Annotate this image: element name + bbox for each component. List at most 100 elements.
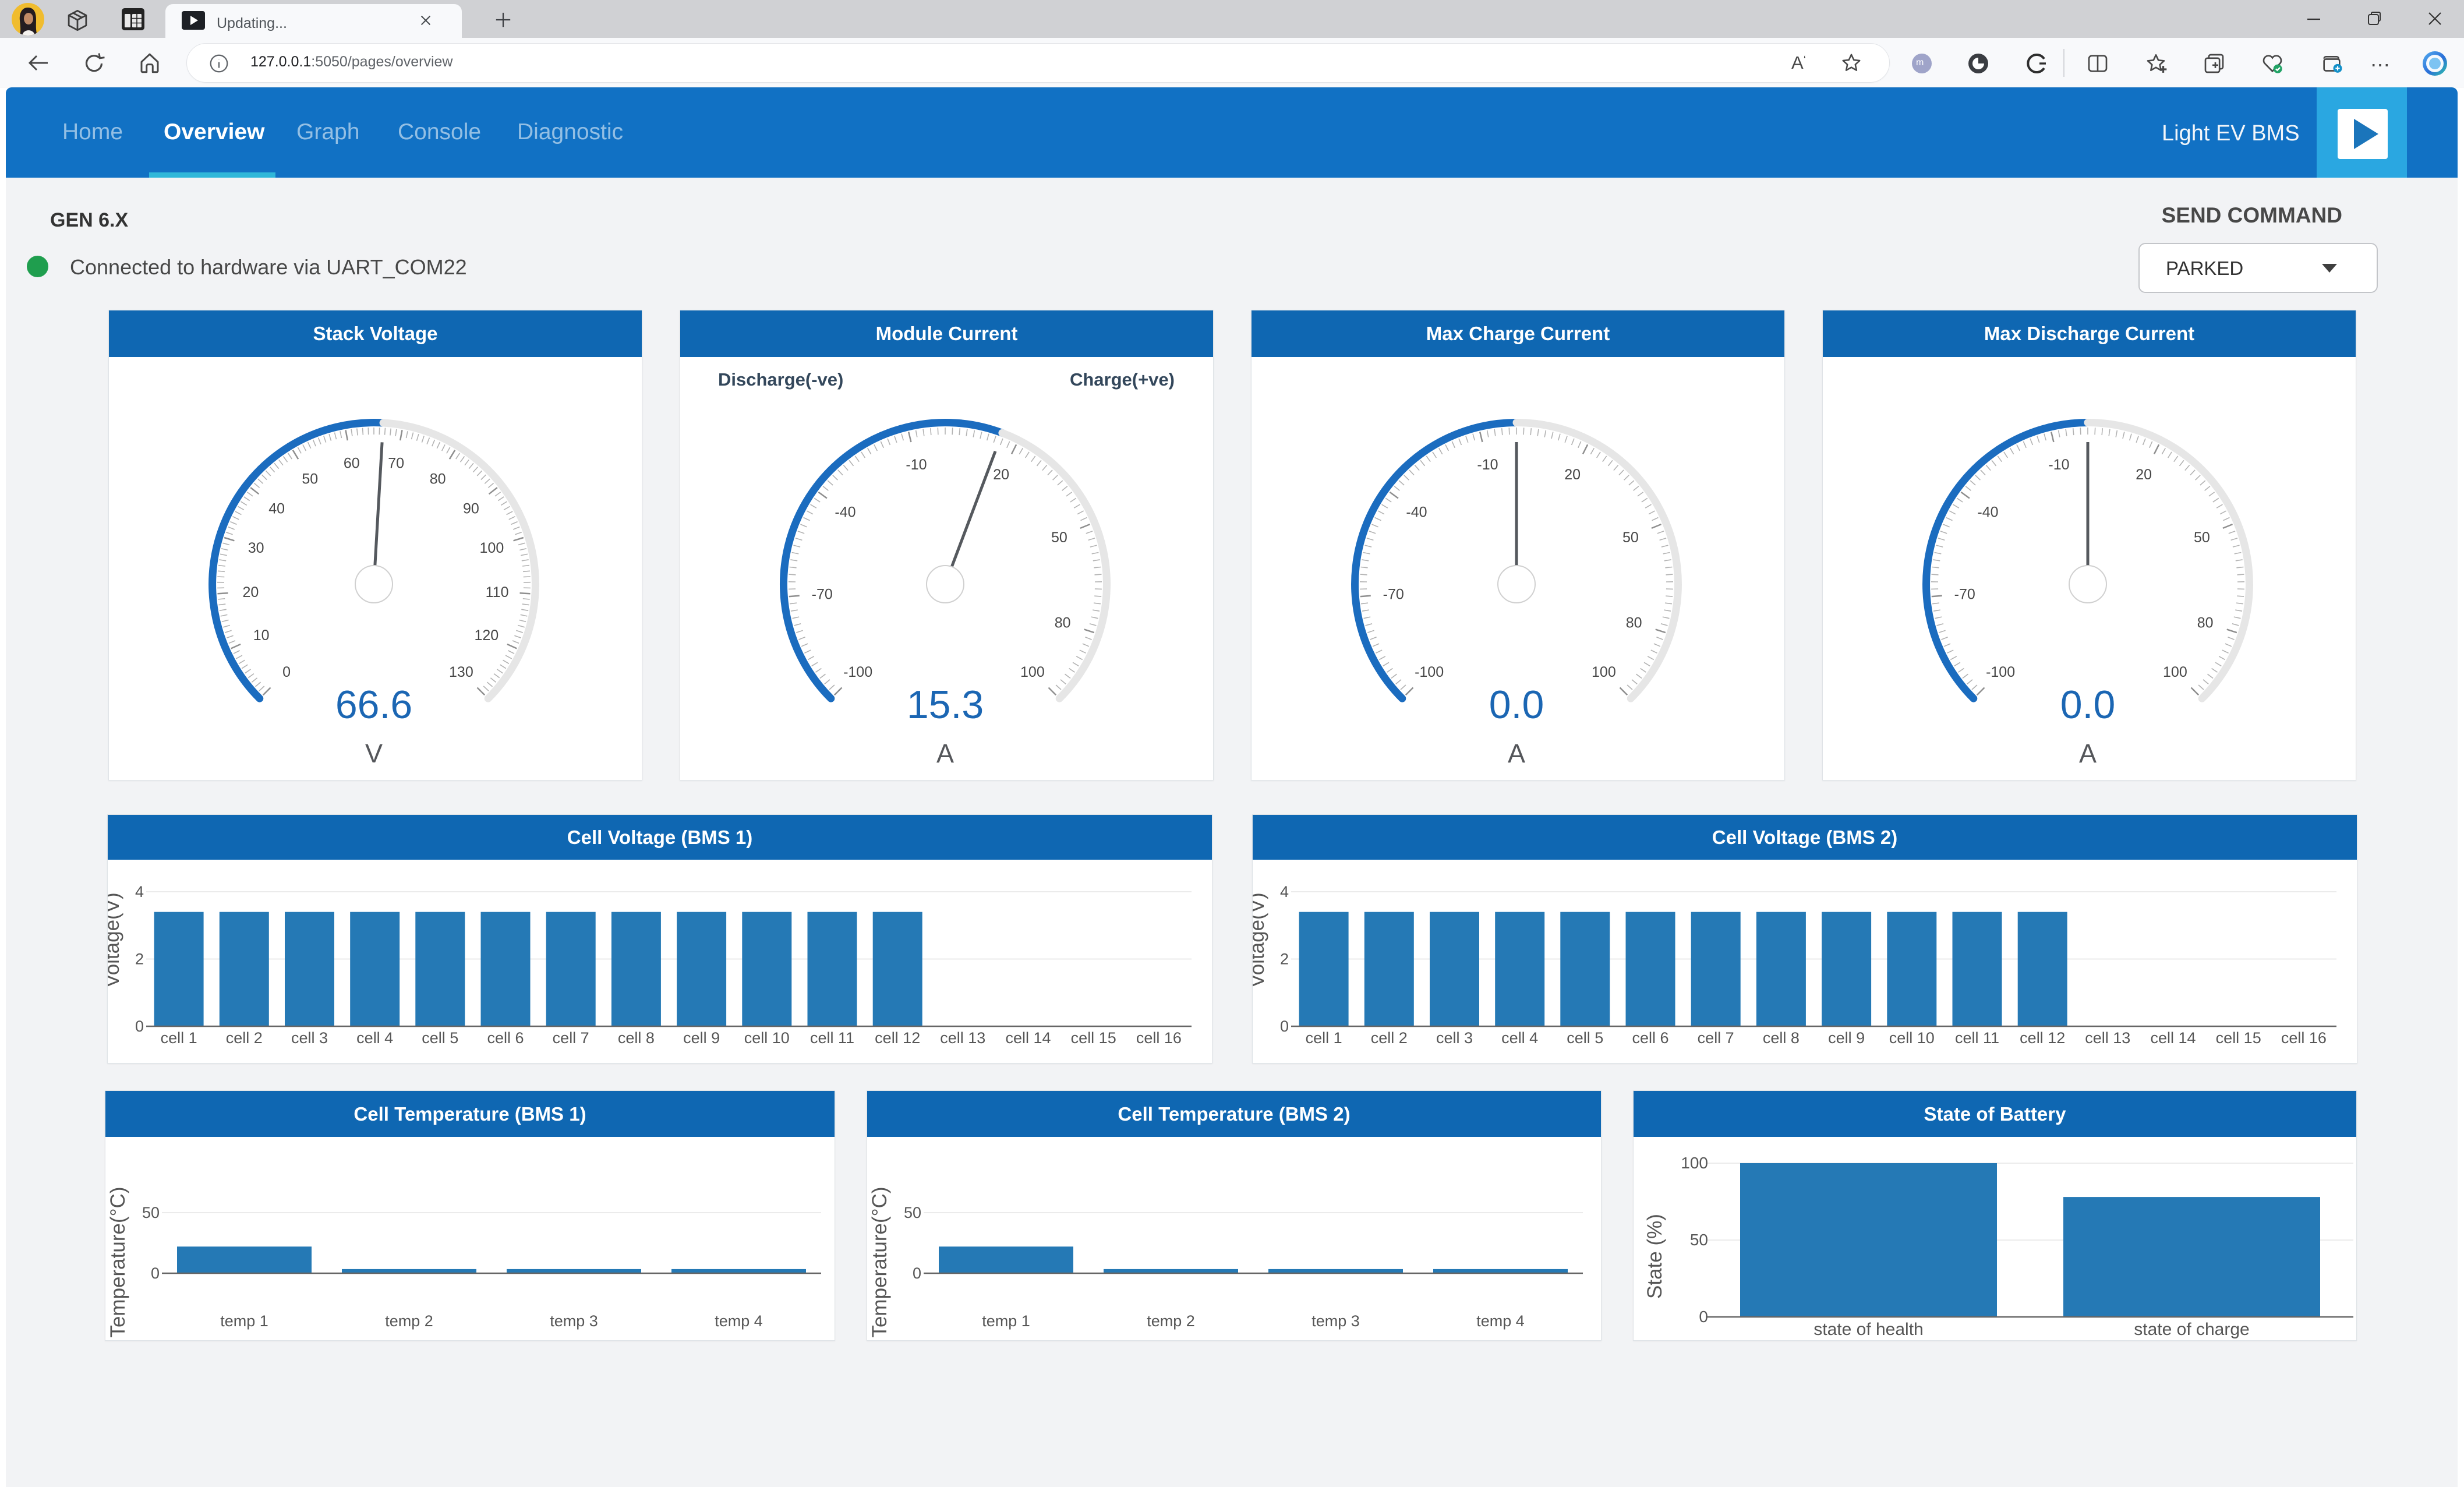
svg-text:20: 20 bbox=[242, 584, 259, 601]
svg-text:15.3: 15.3 bbox=[907, 683, 984, 727]
svg-text:temp 3: temp 3 bbox=[550, 1312, 598, 1330]
svg-text:cell 12: cell 12 bbox=[2020, 1029, 2065, 1047]
svg-text:temp 1: temp 1 bbox=[220, 1312, 268, 1330]
svg-text:cell 8: cell 8 bbox=[1763, 1029, 1800, 1047]
svg-text:-70: -70 bbox=[812, 587, 833, 603]
svg-text:cell 3: cell 3 bbox=[1436, 1029, 1473, 1047]
svg-text:50: 50 bbox=[2194, 529, 2210, 546]
svg-text:0.0: 0.0 bbox=[1489, 683, 1544, 727]
svg-text:-40: -40 bbox=[1406, 504, 1427, 520]
svg-text:cell 10: cell 10 bbox=[1889, 1029, 1935, 1047]
svg-text:state of health: state of health bbox=[1813, 1320, 1923, 1339]
svg-text:-70: -70 bbox=[1383, 587, 1404, 603]
svg-text:Voltage(V): Voltage(V) bbox=[108, 892, 123, 987]
svg-text:cell 5: cell 5 bbox=[422, 1029, 458, 1047]
svg-text:66.6: 66.6 bbox=[335, 683, 412, 727]
svg-text:cell 6: cell 6 bbox=[487, 1029, 524, 1047]
svg-text:cell 9: cell 9 bbox=[1828, 1029, 1865, 1047]
svg-text:State (%): State (%) bbox=[1643, 1214, 1666, 1299]
svg-text:cell 4: cell 4 bbox=[356, 1029, 393, 1047]
svg-text:120: 120 bbox=[474, 627, 499, 644]
svg-text:0.0: 0.0 bbox=[2060, 683, 2116, 727]
svg-text:cell 4: cell 4 bbox=[1501, 1029, 1538, 1047]
svg-text:-40: -40 bbox=[835, 504, 855, 520]
svg-text:50: 50 bbox=[1051, 529, 1067, 546]
svg-text:50: 50 bbox=[302, 471, 318, 488]
svg-text:80: 80 bbox=[430, 471, 446, 488]
svg-text:40: 40 bbox=[268, 500, 285, 517]
svg-text:cell 12: cell 12 bbox=[875, 1029, 920, 1047]
svg-text:cell 15: cell 15 bbox=[1071, 1029, 1116, 1047]
svg-text:2: 2 bbox=[1280, 951, 1289, 968]
svg-text:60: 60 bbox=[344, 455, 360, 472]
svg-text:cell 8: cell 8 bbox=[618, 1029, 655, 1047]
svg-text:30: 30 bbox=[248, 540, 264, 556]
svg-text:temp 3: temp 3 bbox=[1311, 1312, 1360, 1330]
svg-text:-70: -70 bbox=[1954, 587, 1975, 603]
svg-text:4: 4 bbox=[1280, 883, 1289, 900]
svg-text:90: 90 bbox=[463, 500, 479, 517]
svg-text:temp 4: temp 4 bbox=[1476, 1312, 1525, 1330]
svg-text:cell 2: cell 2 bbox=[1371, 1029, 1408, 1047]
svg-text:-100: -100 bbox=[1986, 664, 2015, 680]
svg-text:100: 100 bbox=[1020, 664, 1045, 680]
svg-text:130: 130 bbox=[449, 664, 473, 680]
svg-text:2: 2 bbox=[135, 951, 144, 968]
svg-text:temp 2: temp 2 bbox=[1147, 1312, 1195, 1330]
svg-text:cell 14: cell 14 bbox=[2150, 1029, 2196, 1047]
svg-text:cell 7: cell 7 bbox=[1698, 1029, 1734, 1047]
svg-text:80: 80 bbox=[1055, 615, 1071, 631]
svg-text:-10: -10 bbox=[1477, 457, 1498, 473]
svg-text:0: 0 bbox=[913, 1265, 921, 1282]
svg-text:20: 20 bbox=[1564, 467, 1581, 483]
svg-text:20: 20 bbox=[2136, 467, 2152, 483]
svg-text:cell 11: cell 11 bbox=[1955, 1029, 1999, 1047]
svg-text:A: A bbox=[2079, 739, 2097, 768]
svg-text:10: 10 bbox=[253, 627, 270, 644]
svg-text:70: 70 bbox=[388, 455, 404, 472]
svg-text:50: 50 bbox=[904, 1204, 921, 1221]
svg-text:cell 10: cell 10 bbox=[744, 1029, 790, 1047]
svg-text:-10: -10 bbox=[2048, 457, 2069, 473]
svg-text:100: 100 bbox=[480, 540, 504, 556]
svg-text:cell 1: cell 1 bbox=[161, 1029, 197, 1047]
svg-text:0: 0 bbox=[135, 1018, 144, 1035]
svg-text:cell 13: cell 13 bbox=[2085, 1029, 2130, 1047]
svg-text:Temperature(°C): Temperature(°C) bbox=[107, 1186, 129, 1337]
svg-text:cell 5: cell 5 bbox=[1567, 1029, 1603, 1047]
svg-text:cell 9: cell 9 bbox=[683, 1029, 720, 1047]
svg-text:cell 16: cell 16 bbox=[2281, 1029, 2327, 1047]
svg-text:110: 110 bbox=[486, 584, 509, 601]
svg-text:80: 80 bbox=[1626, 615, 1642, 631]
svg-text:0: 0 bbox=[282, 664, 291, 680]
svg-text:0: 0 bbox=[1699, 1308, 1708, 1326]
svg-text:100: 100 bbox=[1681, 1154, 1708, 1172]
svg-text:0: 0 bbox=[151, 1265, 160, 1282]
svg-text:50: 50 bbox=[142, 1204, 160, 1221]
svg-text:-10: -10 bbox=[906, 457, 927, 473]
svg-text:50: 50 bbox=[1690, 1231, 1708, 1249]
svg-text:cell 16: cell 16 bbox=[1136, 1029, 1182, 1047]
svg-text:state of charge: state of charge bbox=[2134, 1320, 2249, 1339]
svg-text:cell 2: cell 2 bbox=[226, 1029, 263, 1047]
svg-text:100: 100 bbox=[2163, 664, 2187, 680]
svg-text:100: 100 bbox=[1592, 664, 1616, 680]
svg-text:80: 80 bbox=[2197, 615, 2214, 631]
svg-text:Temperature(°C): Temperature(°C) bbox=[868, 1186, 891, 1337]
svg-text:Voltage(V): Voltage(V) bbox=[1253, 892, 1268, 987]
svg-text:0: 0 bbox=[1280, 1018, 1289, 1035]
svg-text:cell 11: cell 11 bbox=[810, 1029, 854, 1047]
svg-text:A: A bbox=[936, 739, 954, 768]
svg-text:cell 15: cell 15 bbox=[2216, 1029, 2261, 1047]
svg-text:cell 6: cell 6 bbox=[1632, 1029, 1668, 1047]
svg-text:cell 14: cell 14 bbox=[1005, 1029, 1051, 1047]
svg-text:50: 50 bbox=[1622, 529, 1639, 546]
svg-text:cell 3: cell 3 bbox=[291, 1029, 328, 1047]
svg-text:-100: -100 bbox=[843, 664, 872, 680]
svg-text:-100: -100 bbox=[1415, 664, 1444, 680]
svg-text:temp 1: temp 1 bbox=[982, 1312, 1030, 1330]
svg-text:cell 13: cell 13 bbox=[940, 1029, 985, 1047]
svg-text:4: 4 bbox=[135, 883, 144, 900]
svg-text:temp 4: temp 4 bbox=[715, 1312, 763, 1330]
svg-text:temp 2: temp 2 bbox=[385, 1312, 433, 1330]
